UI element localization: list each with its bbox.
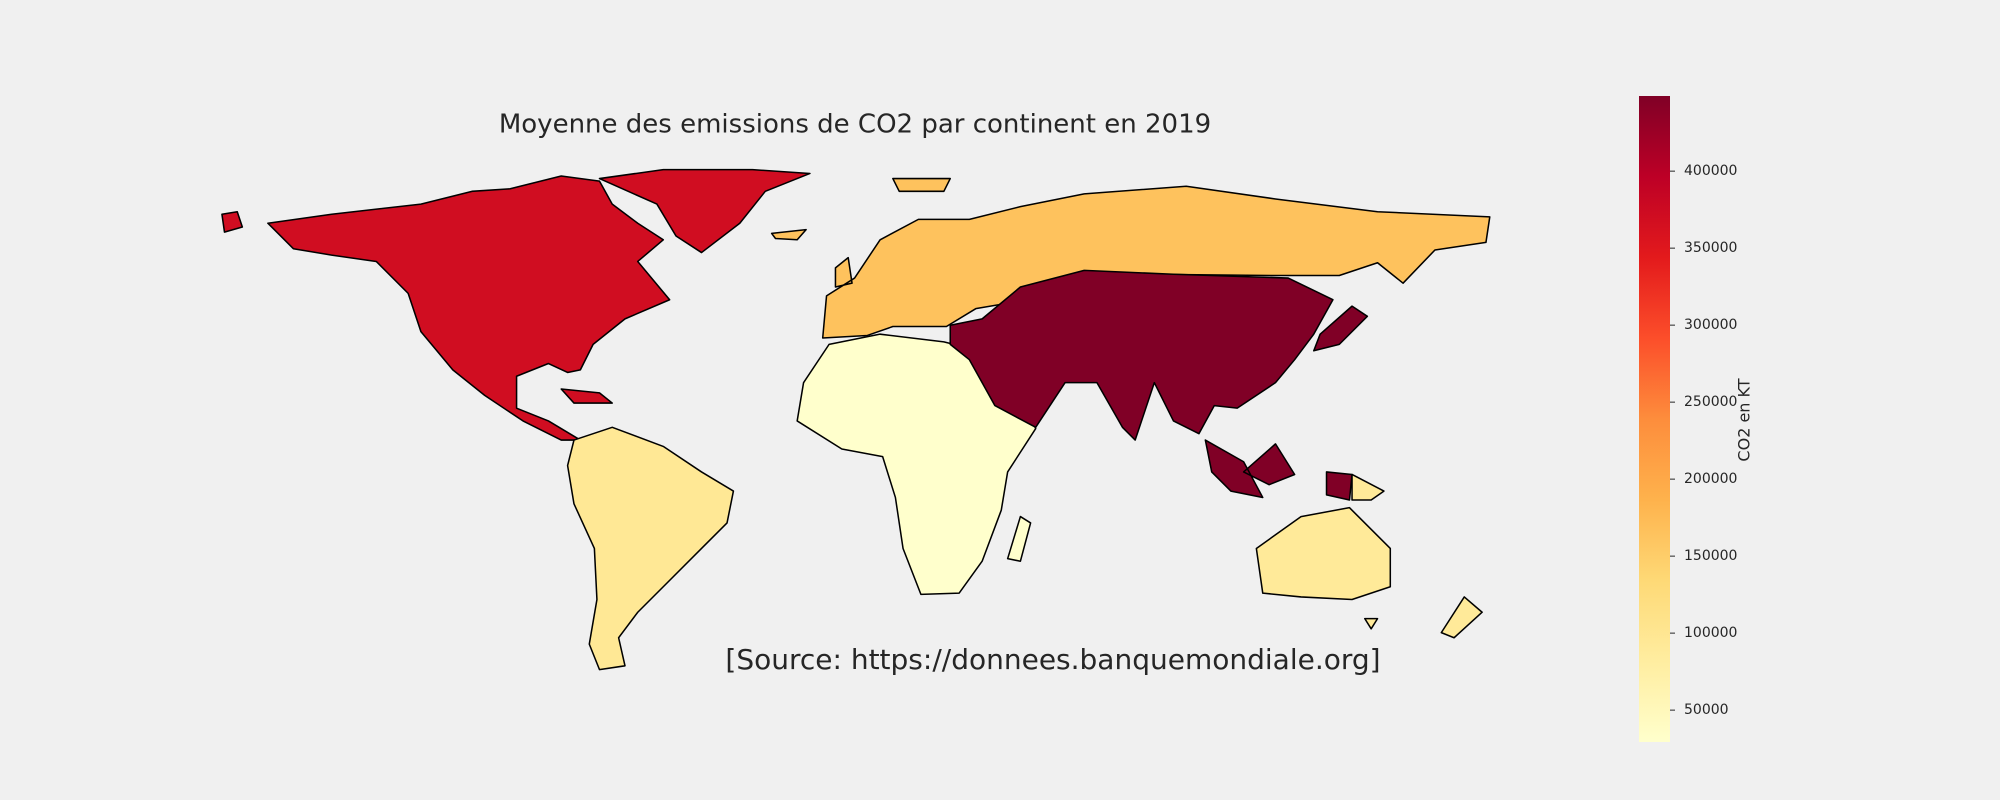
source-annotation: [Source: https://donnees.banquemondiale.… (725, 643, 1380, 676)
continent (949, 269, 1369, 501)
continent (221, 168, 811, 441)
chart-title: Moyenne des emissions de CO2 par contine… (499, 110, 1211, 140)
colorbar-tick-label: 100000 (1684, 625, 1737, 641)
colorbar-tick-label: 250000 (1684, 394, 1737, 410)
continent (770, 177, 1491, 339)
continent (796, 333, 1037, 596)
colorbar-tick-label: 350000 (1684, 240, 1737, 256)
colorbar (1639, 96, 1670, 742)
continent (566, 426, 735, 671)
colorbar-tick-label: 300000 (1684, 317, 1737, 333)
colorbar-label: CO2 en KT (1735, 378, 1754, 461)
colorbar-tick-label: 200000 (1684, 471, 1737, 487)
map (221, 168, 1491, 671)
continent (1255, 473, 1483, 639)
colorbar-tick-label: 50000 (1684, 702, 1729, 718)
colorbar-tick-label: 150000 (1684, 548, 1737, 564)
colorbar-tick-label: 400000 (1684, 163, 1737, 179)
